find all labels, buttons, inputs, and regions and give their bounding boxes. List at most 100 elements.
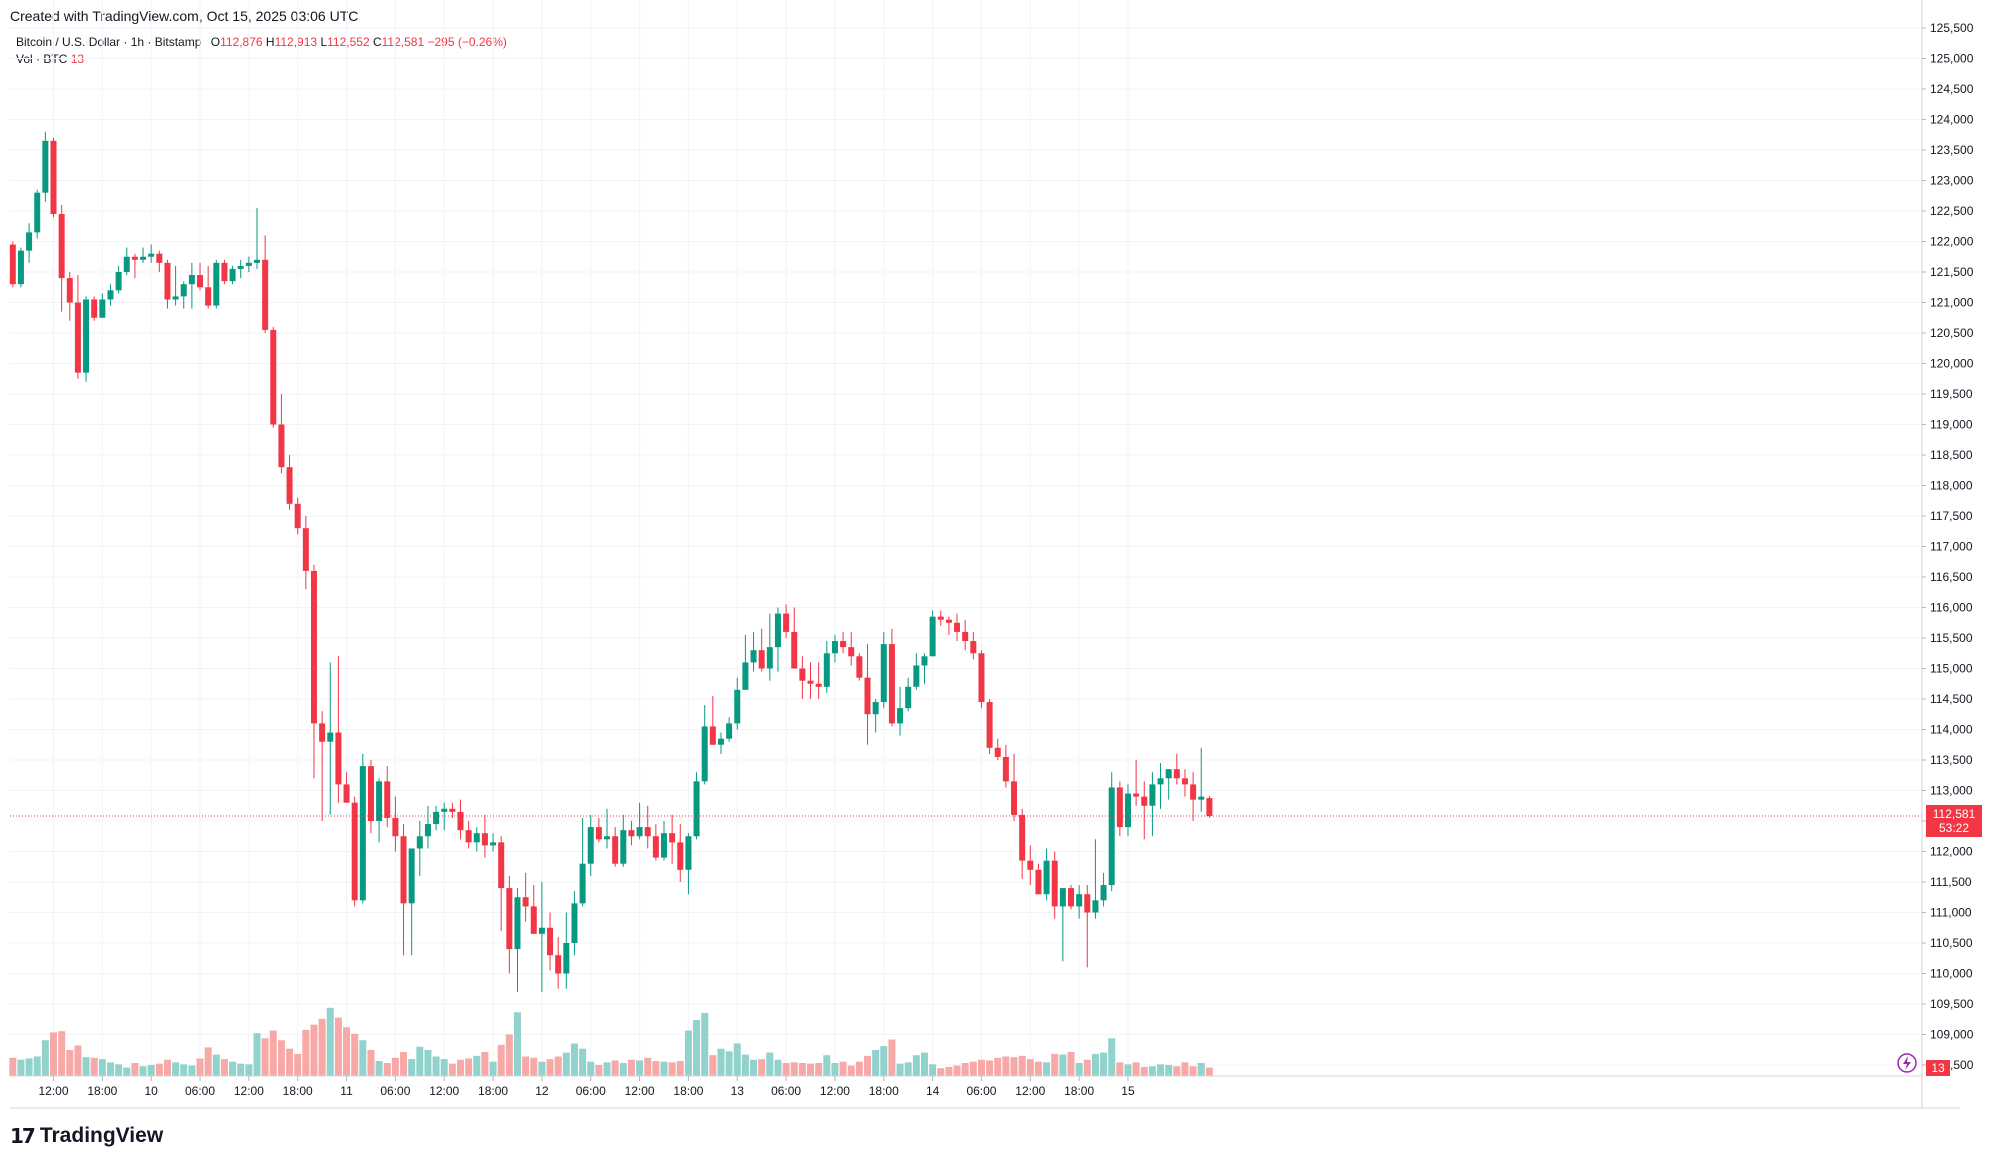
candle: [848, 631, 855, 666]
candle-body: [465, 830, 472, 843]
x-tick-label: 10: [145, 1084, 159, 1098]
candle: [522, 872, 529, 922]
volume-bar: [961, 1063, 969, 1076]
volume-bar: [579, 1048, 587, 1076]
volume-bar: [513, 1012, 521, 1076]
volume-bar: [318, 1018, 326, 1076]
candle: [563, 912, 570, 989]
candle: [359, 753, 366, 904]
volume-bar: [245, 1064, 253, 1076]
volume-bar: [977, 1059, 985, 1076]
candle-body: [726, 723, 733, 739]
candle: [872, 699, 879, 733]
candle: [384, 766, 391, 828]
y-tick-label: 120,000: [1930, 357, 1974, 371]
y-tick-label: 123,000: [1930, 174, 1974, 188]
candle-body: [58, 214, 65, 279]
volume-bar: [782, 1063, 790, 1076]
volume-bar: [1132, 1062, 1140, 1076]
volume-bar: [424, 1050, 432, 1076]
candle-body: [123, 256, 130, 272]
volume-bar: [1010, 1057, 1018, 1076]
candle-body: [359, 766, 366, 901]
lightning-icon[interactable]: [1897, 1053, 1917, 1073]
candle: [962, 619, 969, 651]
candle-body: [1019, 814, 1026, 861]
volume-bar: [570, 1043, 578, 1076]
price-axis[interactable]: 125,500 125,000 124,500 124,000 123,500 123,0…: [1922, 21, 1974, 1072]
candle: [1181, 769, 1188, 797]
volume-bar: [750, 1059, 758, 1076]
x-tick-label: 18:00: [87, 1084, 117, 1098]
candle: [978, 650, 985, 709]
volume-bar: [994, 1057, 1002, 1076]
symbol-title[interactable]: Bitcoin / U.S. Dollar · 1h · Bitstamp: [16, 35, 202, 49]
volume-bar: [497, 1044, 505, 1076]
y-tick-label: 114,000: [1930, 723, 1973, 737]
volume-bar: [1059, 1054, 1067, 1076]
candle-body: [530, 906, 537, 934]
volume-bar: [717, 1048, 725, 1076]
grid-lines: [10, 0, 1922, 1076]
volume-bar: [1140, 1066, 1148, 1076]
volume-bar: [1091, 1053, 1099, 1076]
candle: [864, 644, 871, 745]
candle: [652, 824, 659, 861]
volume-bar: [1026, 1059, 1034, 1076]
candle: [929, 610, 936, 657]
y-tick-label: 122,000: [1930, 235, 1974, 249]
volume-bar: [725, 1051, 733, 1076]
x-tick-label: 12: [535, 1084, 549, 1098]
candle-body: [229, 268, 236, 282]
volume-bar: [611, 1060, 619, 1076]
candle: [26, 223, 33, 263]
candle: [636, 802, 643, 840]
candle: [302, 516, 309, 590]
tradingview-logo: 17 TradingView: [10, 1124, 163, 1148]
volume-tag-value: 13: [1931, 1061, 1945, 1075]
candle: [1076, 885, 1083, 919]
volume-bar: [864, 1055, 871, 1076]
candle: [1206, 795, 1213, 818]
candle: [644, 805, 651, 849]
volume-bar: [204, 1047, 212, 1076]
volume-bar: [1034, 1061, 1042, 1076]
volume-bar: [25, 1058, 33, 1076]
candle-body: [1165, 769, 1172, 779]
candle: [229, 265, 236, 285]
time-axis[interactable]: 12:00 18:00 10 06:00 12:00 18:00 11 06:00 12:00 1…: [38, 1076, 1135, 1098]
candle: [107, 284, 114, 306]
volume-bar: [1043, 1062, 1051, 1076]
candle: [677, 824, 684, 882]
y-tick-label: 116,500: [1930, 570, 1973, 584]
candle-body: [880, 644, 887, 703]
open-value: 112,876: [220, 35, 263, 49]
candle-body: [701, 726, 708, 782]
candle-body: [506, 888, 513, 950]
y-tick-label: 125,000: [1930, 52, 1974, 66]
volume-bar: [758, 1059, 766, 1076]
candle: [840, 631, 847, 654]
candle-body: [538, 927, 545, 934]
volume-bar: [522, 1056, 530, 1076]
volume-bar: [807, 1063, 815, 1076]
candle: [750, 631, 757, 672]
candle-body: [1133, 793, 1140, 797]
candle-body: [994, 747, 1001, 757]
volume-bar: [1124, 1064, 1132, 1076]
candle-body: [213, 262, 220, 306]
candle-body: [286, 467, 293, 504]
volume-bar: [766, 1052, 774, 1076]
x-tick-label: 18:00: [869, 1084, 899, 1098]
volume-bar: [652, 1061, 660, 1076]
chart-legend: Bitcoin / U.S. Dollar · 1h · Bitstamp O1…: [16, 34, 507, 68]
volume-bar: [1116, 1062, 1124, 1076]
candle-body: [840, 641, 847, 648]
open-label: O: [210, 35, 221, 49]
x-tick-label: 06:00: [185, 1084, 215, 1098]
candle: [547, 912, 554, 971]
volume-bar: [741, 1054, 749, 1076]
candle-body: [717, 738, 724, 745]
candle: [791, 607, 798, 669]
